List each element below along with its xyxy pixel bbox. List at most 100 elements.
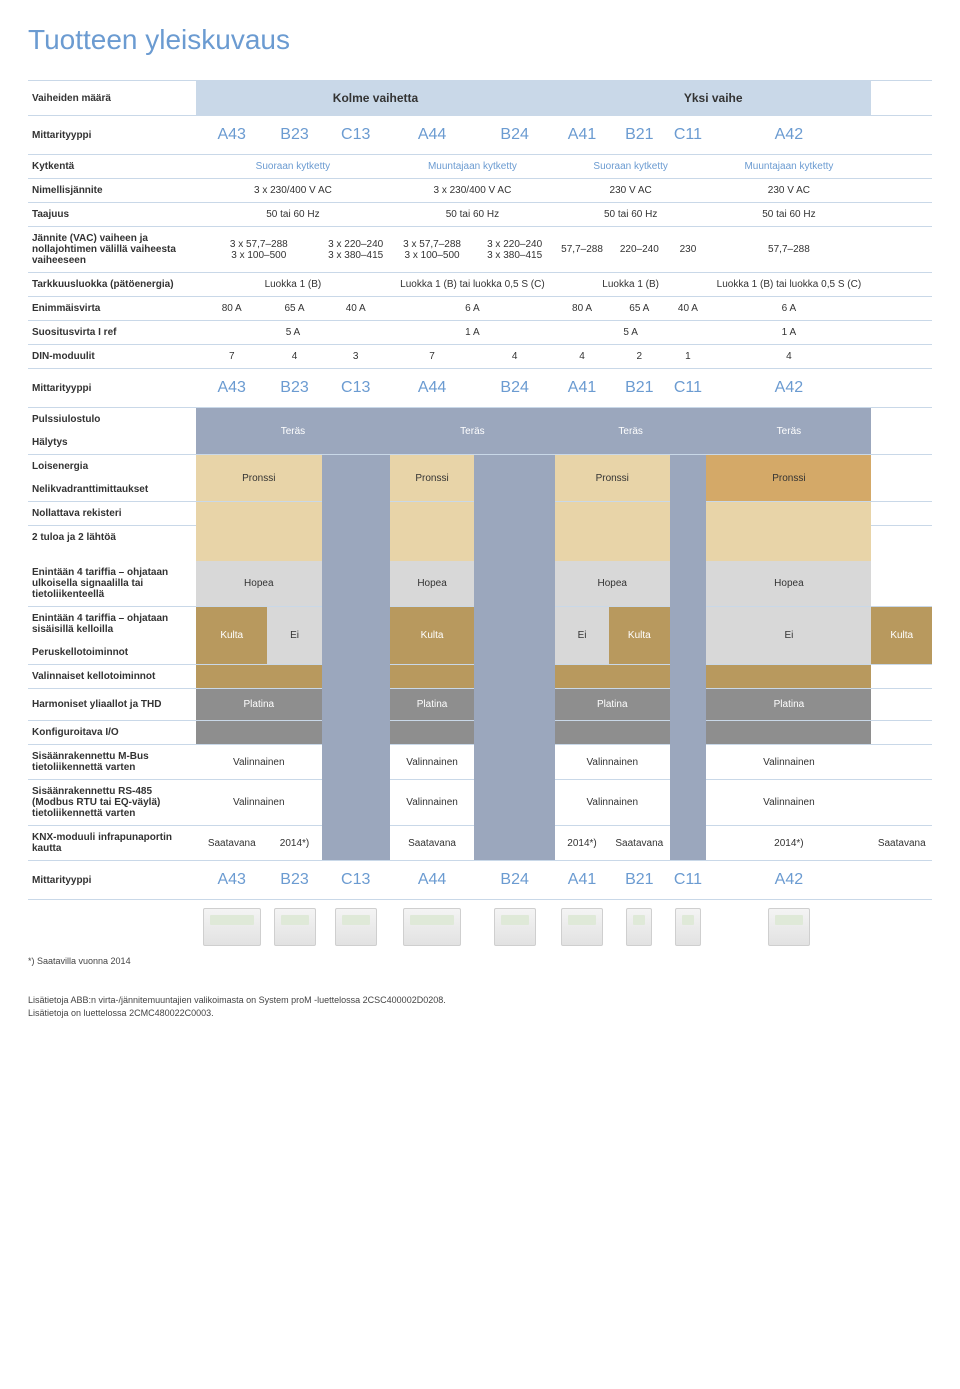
- steel-4: Teräs: [706, 408, 871, 455]
- type-a42: A42: [706, 116, 871, 155]
- product-image: [203, 908, 261, 946]
- phases-label: Vaiheiden määrä: [28, 81, 196, 116]
- reactive-label: Loisenergia: [28, 455, 196, 479]
- product-image: [335, 908, 377, 946]
- nominal-label: Nimellisjännite: [28, 179, 196, 203]
- three-phase-header: Kolme vaihetta: [196, 81, 555, 116]
- gold-2: Kulta: [390, 607, 474, 665]
- mbus-label: Sisäänrakennettu M-Bus tietoliikennettä …: [28, 745, 196, 780]
- type3-b24: B24: [474, 861, 555, 900]
- one-phase-header: Yksi vaihe: [555, 81, 872, 116]
- no-3: Ei: [706, 607, 871, 665]
- rc-1: 5 A: [196, 321, 390, 345]
- nv-1: 3 x 230/400 V AC: [196, 179, 390, 203]
- bronze-3: Pronssi: [555, 455, 670, 502]
- type2-b24: B24: [474, 369, 555, 408]
- acc-3: Luokka 1 (B): [555, 273, 706, 297]
- no-1: Ei: [267, 607, 321, 665]
- harmonics-label: Harmoniset yliaallot ja THD: [28, 689, 196, 721]
- knx-7: Saatavana: [871, 826, 932, 861]
- conn-direct-2: Suoraan kytketty: [555, 155, 706, 179]
- freq-4: 50 tai 60 Hz: [706, 203, 871, 227]
- freq-label: Taajuus: [28, 203, 196, 227]
- type2-a43: A43: [196, 369, 267, 408]
- resetreg-label: Nollattava rekisteri: [28, 502, 196, 526]
- rc-4: 1 A: [706, 321, 871, 345]
- mc-2: 65 A: [267, 297, 321, 321]
- din-9: 4: [706, 345, 871, 369]
- bronze-2: Pronssi: [390, 455, 474, 502]
- knx-4: 2014*): [555, 826, 609, 861]
- silver-2: Hopea: [390, 561, 474, 607]
- steel-2: Teräs: [390, 408, 555, 455]
- tariff-int-label: Enintään 4 tariffia – ohjataan sisäisill…: [28, 607, 196, 642]
- rs485-label: Sisäänrakennettu RS-485 (Modbus RTU tai …: [28, 780, 196, 826]
- conn-trans-1: Muuntajaan kytketty: [390, 155, 555, 179]
- type-label-3: Mittarityyppi: [28, 861, 196, 900]
- type2-c13: C13: [322, 369, 390, 408]
- vr-4: 3 x 220–240 3 x 380–415: [474, 227, 555, 273]
- conn-trans-2: Muuntajaan kytketty: [706, 155, 871, 179]
- vr-5: 57,7–288: [555, 227, 609, 273]
- type-b21: B21: [609, 116, 669, 155]
- mc-8: 6 A: [706, 297, 871, 321]
- steel-1: Teräs: [196, 408, 390, 455]
- no-2: Ei: [555, 607, 609, 665]
- product-image: [675, 908, 701, 946]
- product-image: [274, 908, 316, 946]
- type2-a42: A42: [706, 369, 871, 408]
- rs-4: Valinnainen: [706, 780, 871, 826]
- mc-5: 80 A: [555, 297, 609, 321]
- type2-a41: A41: [555, 369, 609, 408]
- mbus-3: Valinnainen: [555, 745, 670, 780]
- type3-b21: B21: [609, 861, 669, 900]
- conn-direct-1: Suoraan kytketty: [196, 155, 390, 179]
- din-6: 4: [555, 345, 609, 369]
- plat-4: Platina: [706, 689, 871, 721]
- silver-3: Hopea: [555, 561, 670, 607]
- gold-3: Kulta: [609, 607, 669, 665]
- knx-6: 2014*): [706, 826, 871, 861]
- din-3: 3: [322, 345, 390, 369]
- bottom-line-2: Lisätietoja on luettelossa 2CMC480022C00…: [28, 1007, 932, 1020]
- type2-b23: B23: [267, 369, 321, 408]
- type-c13: C13: [322, 116, 390, 155]
- type-b23: B23: [267, 116, 321, 155]
- type3-b23: B23: [267, 861, 321, 900]
- vr-1: 3 x 57,7–288 3 x 100–500: [196, 227, 322, 273]
- vr-2: 3 x 220–240 3 x 380–415: [322, 227, 390, 273]
- mc-4: 6 A: [390, 297, 555, 321]
- freq-2: 50 tai 60 Hz: [390, 203, 555, 227]
- nv-4: 230 V AC: [706, 179, 871, 203]
- gold-4: Kulta: [871, 607, 932, 665]
- type2-c11: C11: [670, 369, 707, 408]
- silver-1: Hopea: [196, 561, 322, 607]
- vr-3: 3 x 57,7–288 3 x 100–500: [390, 227, 474, 273]
- freq-1: 50 tai 60 Hz: [196, 203, 390, 227]
- rs-1: Valinnainen: [196, 780, 322, 826]
- bronze-4: Pronssi: [706, 455, 871, 502]
- vr-7: 230: [670, 227, 707, 273]
- quadrant-label: Nelikvadranttimittaukset: [28, 478, 196, 502]
- mbus-1: Valinnainen: [196, 745, 322, 780]
- knx-1: Saatavana: [196, 826, 267, 861]
- type-a41: A41: [555, 116, 609, 155]
- nv-3: 230 V AC: [555, 179, 706, 203]
- mc-3: 40 A: [322, 297, 390, 321]
- type-label: Mittarityyppi: [28, 116, 196, 155]
- io2-label: 2 tuloa ja 2 lähtöä: [28, 526, 196, 550]
- acc-1: Luokka 1 (B): [196, 273, 390, 297]
- bronze-1: Pronssi: [196, 455, 322, 502]
- type-a43: A43: [196, 116, 267, 155]
- knx-label: KNX-moduuli infrapunaportin kautta: [28, 826, 196, 861]
- knx-3: Saatavana: [390, 826, 474, 861]
- product-image: [494, 908, 536, 946]
- footnote: *) Saatavilla vuonna 2014: [28, 956, 932, 966]
- din-2: 4: [267, 345, 321, 369]
- type-b24: B24: [474, 116, 555, 155]
- type-c11: C11: [670, 116, 707, 155]
- steel-3: Teräs: [555, 408, 706, 455]
- product-image: [403, 908, 461, 946]
- freq-3: 50 tai 60 Hz: [555, 203, 706, 227]
- rs-2: Valinnainen: [390, 780, 474, 826]
